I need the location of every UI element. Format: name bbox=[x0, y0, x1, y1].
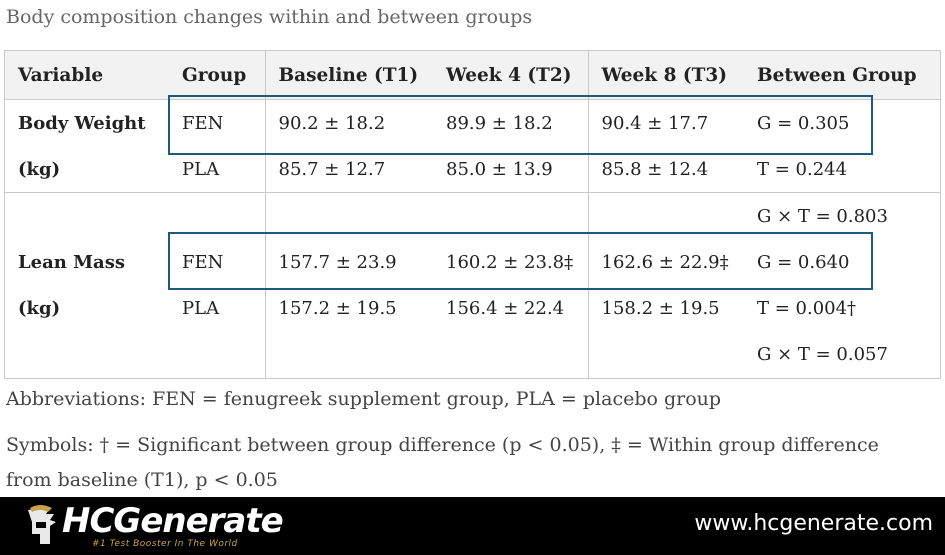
cell-between-group: T = 0.244 bbox=[757, 158, 848, 180]
cell-between-group: G × T = 0.057 bbox=[757, 344, 888, 366]
symbols-note-line2: from baseline (T1), p < 0.05 bbox=[6, 469, 278, 491]
header-between-group: Between Group bbox=[744, 51, 940, 100]
cell-between-group: T = 0.004† bbox=[757, 298, 857, 320]
cell-baseline bbox=[265, 332, 433, 378]
cell-group bbox=[169, 331, 266, 378]
cell-baseline: 85.7 ± 12.7 bbox=[278, 158, 386, 180]
cell-baseline bbox=[265, 192, 433, 240]
cell-variable: (kg) bbox=[18, 298, 61, 320]
cell-week8: 90.4 ± 17.7 bbox=[601, 112, 709, 134]
website-url: www.hcgenerate.com bbox=[694, 511, 933, 536]
cell-week8: 162.6 ± 22.9‡ bbox=[601, 252, 729, 274]
table-row: G × T = 0.803 bbox=[5, 192, 940, 240]
table-row: (kg) PLA 85.7 ± 12.7 85.0 ± 13.9 85.8 ± … bbox=[5, 146, 940, 193]
table-row: (kg) PLA 157.2 ± 19.5 156.4 ± 22.4 158.2… bbox=[5, 285, 940, 332]
cell-group: PLA bbox=[169, 146, 266, 193]
brand-footer: HCGenerate #1 Test Booster In The World … bbox=[0, 497, 945, 555]
cell-week8: 85.8 ± 12.4 bbox=[601, 158, 709, 180]
cell-week8: 158.2 ± 19.5 bbox=[601, 298, 720, 320]
abbreviations-note: Abbreviations: FEN = fenugreek supplemen… bbox=[6, 388, 722, 410]
cell-between-group: G × T = 0.803 bbox=[744, 192, 940, 240]
cell-week4 bbox=[433, 331, 589, 378]
cell-group: FEN bbox=[169, 239, 266, 286]
brand-name: HCGenerate bbox=[62, 501, 284, 541]
cell-week8 bbox=[588, 332, 744, 378]
cell-between-group: G = 0.305 bbox=[757, 112, 850, 134]
header-baseline: Baseline (T1) bbox=[265, 51, 433, 100]
table-header-row: Variable Group Baseline (T1) Week 4 (T2)… bbox=[5, 51, 940, 100]
cell-week8 bbox=[588, 192, 744, 240]
cell-variable: Body Weight bbox=[18, 112, 146, 134]
cell-baseline: 90.2 ± 18.2 bbox=[278, 112, 386, 134]
symbols-note-line1: Symbols: † = Significant between group d… bbox=[6, 434, 879, 456]
cell-group: PLA bbox=[169, 285, 266, 332]
cell-week4: 85.0 ± 13.9 bbox=[433, 146, 589, 193]
brand-tagline: #1 Test Booster In The World bbox=[92, 539, 238, 549]
table-caption: Body composition changes within and betw… bbox=[6, 6, 533, 28]
cell-week4: 156.4 ± 22.4 bbox=[433, 285, 589, 332]
cell-between-group: G = 0.640 bbox=[757, 252, 850, 274]
cell-variable: Lean Mass bbox=[18, 252, 125, 274]
table-row: G × T = 0.057 bbox=[5, 331, 940, 378]
cell-variable bbox=[5, 332, 169, 378]
cell-group bbox=[169, 192, 266, 240]
header-variable: Variable bbox=[5, 51, 169, 100]
cell-variable bbox=[5, 192, 169, 240]
cell-week4 bbox=[433, 192, 589, 240]
cell-variable: (kg) bbox=[18, 158, 61, 180]
body-composition-table: Variable Group Baseline (T1) Week 4 (T2)… bbox=[4, 50, 941, 379]
spartan-helmet-icon bbox=[28, 505, 56, 544]
header-week4: Week 4 (T2) bbox=[433, 51, 589, 100]
cell-baseline: 157.7 ± 23.9 bbox=[278, 252, 397, 274]
header-week8: Week 8 (T3) bbox=[588, 51, 744, 100]
table-row: Lean Mass FEN 157.7 ± 23.9 160.2 ± 23.8‡… bbox=[5, 239, 940, 286]
cell-group: FEN bbox=[169, 99, 266, 147]
table-row: Body Weight FEN 90.2 ± 18.2 89.9 ± 18.2 … bbox=[5, 99, 940, 147]
cell-week4: 89.9 ± 18.2 bbox=[433, 99, 589, 147]
header-group: Group bbox=[169, 51, 266, 100]
cell-week4: 160.2 ± 23.8‡ bbox=[433, 239, 589, 286]
cell-baseline: 157.2 ± 19.5 bbox=[278, 298, 397, 320]
